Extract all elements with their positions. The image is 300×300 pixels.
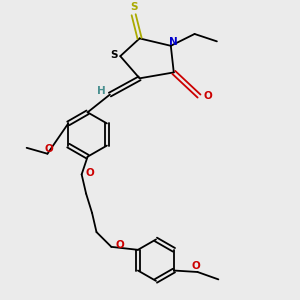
Text: O: O <box>192 261 200 271</box>
Text: O: O <box>204 91 212 101</box>
Text: H: H <box>97 86 106 96</box>
Text: O: O <box>115 240 124 250</box>
Text: S: S <box>110 50 118 60</box>
Text: N: N <box>169 37 178 47</box>
Text: S: S <box>130 2 137 12</box>
Text: O: O <box>45 144 53 154</box>
Text: O: O <box>85 168 94 178</box>
